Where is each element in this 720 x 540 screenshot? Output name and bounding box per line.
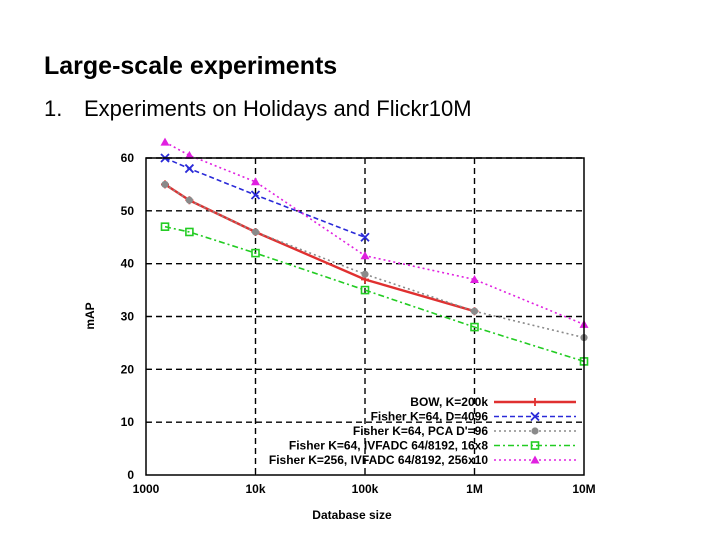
data-point xyxy=(160,222,170,231)
x-axis-label: Database size xyxy=(312,508,392,522)
x-tick-label: 1M xyxy=(466,482,483,496)
legend-entry: Fisher K=64, D=4096 xyxy=(371,410,576,424)
y-tick-label: 50 xyxy=(121,204,135,218)
data-point xyxy=(185,227,194,237)
data-point xyxy=(470,307,479,315)
x-tick-label: 10M xyxy=(572,482,595,496)
y-tick-label: 0 xyxy=(127,468,134,482)
data-point xyxy=(185,196,194,204)
legend-entry: Fisher K=64, IVFADC 64/8192, 16x8 xyxy=(289,439,576,453)
y-tick-label: 60 xyxy=(121,151,135,165)
data-point xyxy=(470,322,479,332)
legend-marker xyxy=(530,455,540,464)
legend-label: Fisher K=64, PCA D'=96 xyxy=(353,424,488,438)
legend-entry: Fisher K=256, IVFADC 64/8192, 256x10 xyxy=(269,453,576,467)
y-tick-label: 40 xyxy=(121,257,135,271)
x-tick-label: 10k xyxy=(245,482,265,496)
data-point xyxy=(184,163,195,174)
y-tick-label: 30 xyxy=(121,310,135,324)
y-tick-label: 20 xyxy=(121,362,135,376)
series-line xyxy=(164,157,366,239)
series-line xyxy=(164,141,585,326)
ticks: 1000 10k 100k 1M 10M 0 10 20 30 40 50 60 xyxy=(121,151,596,496)
bullet-text: Experiments on Holidays and Flickr10M xyxy=(84,96,472,121)
data-point xyxy=(161,180,169,189)
slide-title: Large-scale experiments xyxy=(44,52,338,80)
data-point xyxy=(251,228,260,236)
legend-label: Fisher K=256, IVFADC 64/8192, 256x10 xyxy=(269,453,488,467)
data-point xyxy=(250,190,261,200)
legend-marker xyxy=(531,427,539,435)
data-point xyxy=(251,248,260,258)
y-tick-label: 10 xyxy=(121,415,135,429)
legend-marker xyxy=(530,411,540,422)
data-point xyxy=(360,251,370,260)
x-tick-label: 100k xyxy=(352,482,379,496)
legend-label: BOW, K=200k xyxy=(410,395,488,409)
legend-marker xyxy=(531,398,539,406)
bullet-item: 1. Experiments on Holidays and Flickr10M xyxy=(44,96,472,122)
data-point xyxy=(361,270,369,278)
legend-label: Fisher K=64, IVFADC 64/8192, 16x8 xyxy=(289,439,488,453)
legend-label: Fisher K=64, D=4096 xyxy=(371,410,489,424)
data-point xyxy=(360,232,370,242)
series-line xyxy=(164,183,585,339)
data-point xyxy=(360,285,370,295)
x-tick-label: 1000 xyxy=(133,482,160,496)
legend-marker xyxy=(530,441,540,450)
data-point xyxy=(184,150,194,159)
bullet-number: 1. xyxy=(44,96,63,121)
legend-entry: BOW, K=200k xyxy=(410,395,576,409)
legend-entry: Fisher K=64, PCA D'=96 xyxy=(353,424,576,438)
data-point xyxy=(251,177,260,186)
data-point xyxy=(160,137,170,146)
y-axis-label: mAP xyxy=(83,302,97,329)
data-point xyxy=(470,275,479,284)
